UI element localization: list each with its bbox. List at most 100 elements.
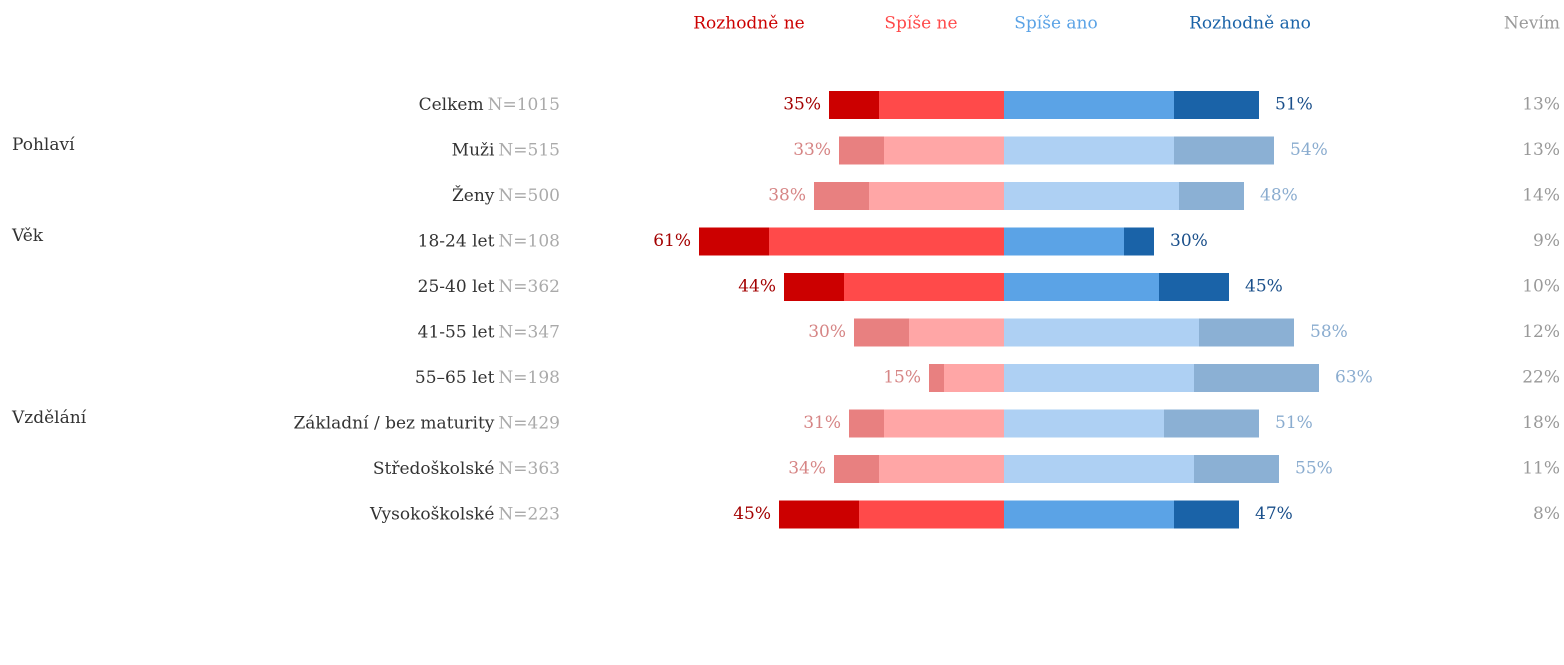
nevim-label: 12% [1522,322,1560,342]
row-label: Ženy N=500 [452,185,560,206]
row-label: Muži N=515 [452,140,560,160]
bar-segment [784,273,844,301]
bar-segment [854,318,909,347]
bar-segment [1004,364,1194,392]
total-label-positive: 30% [1170,231,1208,251]
bar-segment [869,182,1004,210]
bar-segment [929,364,944,392]
bar-segment [1174,91,1259,119]
row-name: Středoškolské [373,459,495,479]
bar-segment [879,455,1004,483]
nevim-label: 14% [1522,186,1560,206]
bar-segment [879,91,1004,119]
bar-segment [769,227,1004,256]
row-label: 41-55 let N=347 [418,322,560,342]
bar-segment [1004,227,1124,256]
bar-segment [1004,136,1174,165]
row-name: 55–65 let [415,368,495,388]
row-n: N=363 [498,459,560,479]
total-label-positive: 45% [1245,277,1283,297]
bar-segment [1179,182,1244,210]
total-label-positive: 51% [1275,413,1313,433]
row-n: N=429 [498,413,560,433]
nevim-header: Nevím [1504,14,1560,34]
row-n: N=362 [498,277,560,297]
row-label: 55–65 let N=198 [415,368,560,388]
total-label-negative: 15% [883,368,921,388]
row-name: Základní / bez maturity [293,413,494,433]
total-label-positive: 51% [1275,95,1313,115]
bar-segment [1004,318,1199,347]
total-label-negative: 38% [768,186,806,206]
nevim-label: 18% [1522,413,1560,433]
total-label-positive: 55% [1295,459,1333,479]
row-name: 41-55 let [418,322,495,342]
nevim-label: 13% [1522,95,1560,115]
nevim-label: 9% [1533,231,1560,251]
bar-segment [1004,455,1194,483]
group-label: Pohlaví [12,135,75,155]
total-label-negative: 30% [808,322,846,342]
total-label-positive: 63% [1335,368,1373,388]
bar-segment [829,91,879,119]
bar-segment [1004,409,1164,438]
total-label-negative: 45% [733,504,771,524]
row-name: Vysokoškolské [369,504,494,524]
total-label-positive: 47% [1255,504,1293,524]
total-label-positive: 58% [1310,322,1348,342]
row-n: N=500 [498,186,560,206]
row-n: N=515 [498,140,560,160]
bar-segment [909,318,1004,347]
bar-segment [1174,136,1274,165]
nevim-label: 8% [1533,504,1560,524]
row-n: N=223 [498,504,560,524]
bar-segment [844,273,1004,301]
total-label-positive: 48% [1260,186,1298,206]
bar-segment [779,500,859,529]
bar-segment [699,227,769,256]
bar-segment [884,409,1004,438]
row-n: N=198 [498,368,560,388]
bar-segment [1004,182,1179,210]
bar-segment [859,500,1004,529]
row-n: N=347 [498,322,560,342]
total-label-negative: 61% [653,231,691,251]
row-label: Vysokoškolské N=223 [369,504,560,524]
bar-segment [849,409,884,438]
total-label-negative: 31% [803,413,841,433]
total-label-negative: 33% [793,140,831,160]
bar-segment [944,364,1004,392]
bar-segment [839,136,884,165]
row-n: N=1015 [488,95,560,115]
bar-segment [814,182,869,210]
nevim-label: 11% [1522,459,1560,479]
row-label: Celkem N=1015 [419,95,560,115]
total-label-positive: 54% [1290,140,1328,160]
row-name: 25-40 let [418,277,495,297]
total-label-negative: 44% [738,277,776,297]
total-label-negative: 34% [788,459,826,479]
bar-segment [1004,91,1174,119]
row-label: 18-24 let N=108 [418,231,560,251]
bar-segment [884,136,1004,165]
bar-segment [1124,227,1154,256]
row-name: Ženy [452,185,495,206]
bar-segment [1174,500,1239,529]
bar-segment [1159,273,1229,301]
nevim-label: 10% [1522,277,1560,297]
row-name: 18-24 let [418,231,495,251]
bar-segment [834,455,879,483]
legend-label: Rozhodně ne [693,14,804,34]
nevim-label: 22% [1522,368,1560,388]
bar-segment [1194,364,1319,392]
bar-segment [1004,273,1159,301]
bar-segment [1164,409,1259,438]
total-label-negative: 35% [783,95,821,115]
bar-segment [1194,455,1279,483]
row-label: Základní / bez maturity N=429 [293,413,560,433]
row-name: Celkem [419,95,484,115]
row-label: 25-40 let N=362 [418,277,560,297]
legend-label: Spíše ano [1014,14,1097,34]
row-name: Muži [452,140,495,160]
